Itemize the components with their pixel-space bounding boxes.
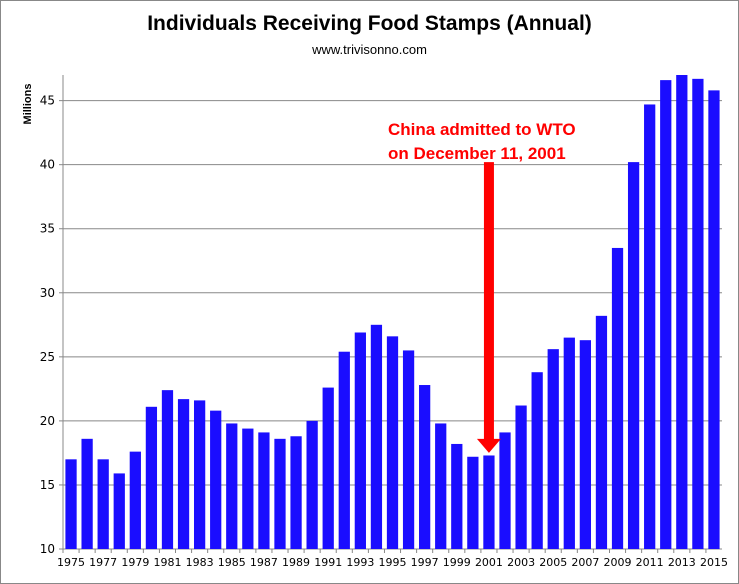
bar-1989 <box>290 436 302 549</box>
bar-2010 <box>627 162 640 549</box>
x-tick-label: 1993 <box>346 556 374 569</box>
chart-title: Individuals Receiving Food Stamps (Annua… <box>147 12 592 35</box>
bar-2001 <box>483 455 495 549</box>
x-tick-label: 1999 <box>443 556 471 569</box>
bar-1982 <box>177 399 190 549</box>
y-tick-label: 30 <box>40 286 55 300</box>
x-tick-label: 1985 <box>218 556 246 569</box>
annotation-arrow-shaft <box>483 162 494 441</box>
bar-2005 <box>547 349 559 549</box>
bar-2009 <box>611 247 624 549</box>
bar-2011 <box>644 104 656 549</box>
bar-1998 <box>435 423 447 549</box>
bar-1979 <box>129 451 141 549</box>
bar-1996 <box>402 350 415 549</box>
bar-1984 <box>210 410 222 549</box>
bar-2015 <box>708 90 720 549</box>
y-tick-label: 25 <box>40 350 55 364</box>
bar-1975 <box>65 459 77 549</box>
bar-2002 <box>499 432 511 549</box>
bar-1978 <box>113 473 125 549</box>
y-tick-label: 10 <box>40 542 55 556</box>
bar-1983 <box>193 400 206 549</box>
x-tick-label: 2003 <box>507 556 535 569</box>
y-tick-label: 35 <box>40 222 55 236</box>
bar-1977 <box>97 459 109 549</box>
x-tick-label: 1975 <box>57 556 85 569</box>
annotation-text: on December 11, 2001 <box>388 144 566 163</box>
x-tick-label: 1989 <box>282 556 310 569</box>
x-tick-label: 2011 <box>636 556 664 569</box>
bar-2012 <box>660 80 672 549</box>
bar-2003 <box>515 405 527 549</box>
x-tick-label: 1983 <box>186 556 214 569</box>
x-tick-label: 2013 <box>668 556 696 569</box>
y-axis-label: Millions <box>22 84 34 125</box>
bar-2004 <box>531 372 543 549</box>
bar-2007 <box>579 340 592 549</box>
bar-2008 <box>595 315 608 549</box>
bar-1992 <box>338 351 350 549</box>
bar-2014 <box>692 78 704 549</box>
bar-1994 <box>370 324 383 549</box>
bar-2000 <box>467 456 479 549</box>
y-tick-label: 15 <box>40 478 55 492</box>
x-tick-label: 1981 <box>153 556 181 569</box>
bar-1991 <box>322 387 334 549</box>
y-tick-label: 45 <box>40 94 55 108</box>
x-tick-label: 2005 <box>539 556 567 569</box>
x-tick-label: 2015 <box>700 556 728 569</box>
bar-1976 <box>81 438 93 549</box>
bar-1988 <box>274 438 286 549</box>
x-tick-label: 1997 <box>411 556 439 569</box>
x-tick-label: 2009 <box>604 556 632 569</box>
x-tick-label: 1977 <box>89 556 117 569</box>
y-tick-label: 20 <box>40 414 55 428</box>
bar-1986 <box>242 428 254 549</box>
chart-subtitle: www.trivisonno.com <box>312 42 427 57</box>
x-tick-label: 2001 <box>475 556 503 569</box>
bar-1981 <box>161 390 174 549</box>
annotation-text: China admitted to WTO <box>388 120 576 139</box>
bar-2006 <box>563 337 575 549</box>
bar-1999 <box>451 443 463 549</box>
bar-1997 <box>419 385 431 549</box>
bar-1985 <box>226 423 238 549</box>
bar-1987 <box>258 432 270 549</box>
annotation-arrow-head <box>476 438 501 453</box>
x-tick-label: 1987 <box>250 556 278 569</box>
bar-1990 <box>306 420 318 549</box>
bar-1995 <box>386 336 399 549</box>
x-tick-label: 1991 <box>314 556 342 569</box>
x-tick-label: 1979 <box>121 556 149 569</box>
bar-2013 <box>676 75 688 549</box>
y-tick-label: 40 <box>40 158 55 172</box>
x-tick-label: 2007 <box>571 556 599 569</box>
bar-1980 <box>145 406 158 549</box>
bar-1993 <box>354 332 366 549</box>
x-tick-label: 1995 <box>379 556 407 569</box>
